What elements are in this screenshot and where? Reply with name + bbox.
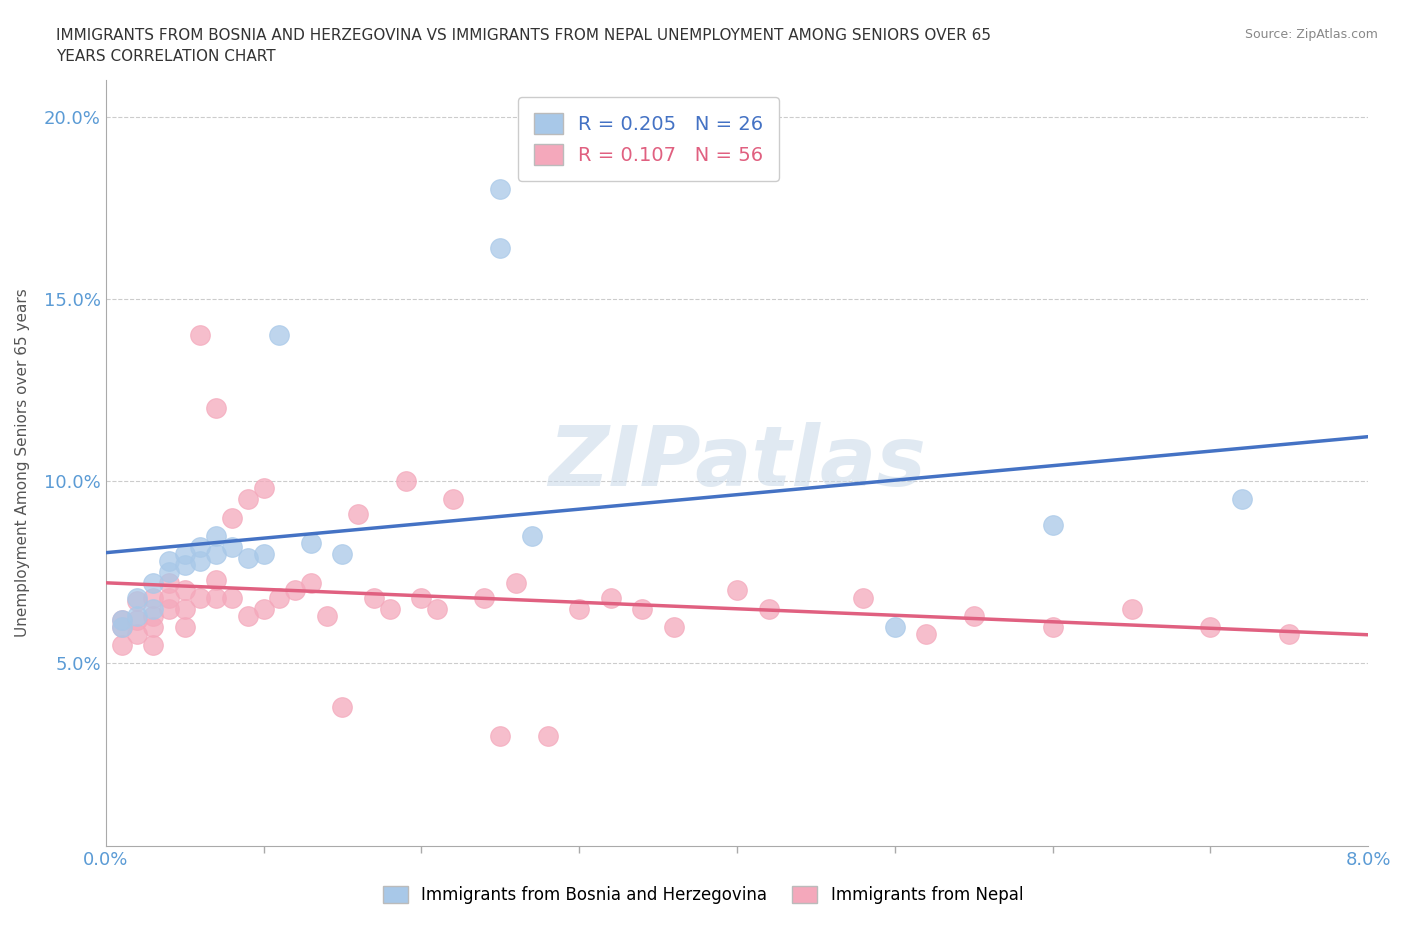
Point — [1278, 627, 1301, 642]
Point — [568, 602, 591, 617]
Legend: R = 0.205   N = 26, R = 0.107   N = 56: R = 0.205 N = 26, R = 0.107 N = 56 — [519, 98, 779, 180]
Point — [631, 602, 654, 617]
Point — [236, 551, 259, 565]
Point — [142, 638, 165, 653]
Point — [332, 699, 354, 714]
Point — [127, 608, 149, 623]
Point — [252, 602, 274, 617]
Point — [299, 536, 322, 551]
Point — [205, 572, 228, 587]
Point — [284, 583, 307, 598]
Point — [205, 547, 228, 562]
Point — [142, 591, 165, 605]
Point — [505, 576, 527, 591]
Text: ZIPatlas: ZIPatlas — [548, 422, 927, 503]
Point — [221, 539, 243, 554]
Point — [236, 608, 259, 623]
Point — [963, 608, 986, 623]
Point — [315, 608, 337, 623]
Point — [269, 328, 291, 343]
Point — [157, 554, 180, 569]
Point — [474, 591, 496, 605]
Point — [110, 619, 132, 634]
Point — [758, 602, 780, 617]
Point — [252, 481, 274, 496]
Point — [110, 612, 132, 627]
Point — [173, 619, 195, 634]
Point — [110, 612, 132, 627]
Point — [173, 557, 195, 572]
Point — [142, 602, 165, 617]
Point — [441, 492, 464, 507]
Point — [236, 492, 259, 507]
Point — [394, 473, 416, 488]
Point — [1121, 602, 1143, 617]
Point — [142, 576, 165, 591]
Point — [205, 401, 228, 416]
Point — [127, 594, 149, 609]
Point — [520, 528, 543, 543]
Point — [157, 565, 180, 579]
Point — [173, 583, 195, 598]
Point — [190, 554, 212, 569]
Point — [190, 539, 212, 554]
Point — [221, 511, 243, 525]
Point — [110, 619, 132, 634]
Point — [205, 528, 228, 543]
Point — [725, 583, 748, 598]
Point — [190, 328, 212, 343]
Point — [599, 591, 621, 605]
Point — [173, 602, 195, 617]
Point — [852, 591, 875, 605]
Point — [426, 602, 449, 617]
Point — [173, 547, 195, 562]
Point — [221, 591, 243, 605]
Point — [332, 547, 354, 562]
Point — [269, 591, 291, 605]
Point — [157, 576, 180, 591]
Point — [157, 591, 180, 605]
Point — [299, 576, 322, 591]
Point — [363, 591, 385, 605]
Text: IMMIGRANTS FROM BOSNIA AND HERZEGOVINA VS IMMIGRANTS FROM NEPAL UNEMPLOYMENT AMO: IMMIGRANTS FROM BOSNIA AND HERZEGOVINA V… — [56, 28, 991, 64]
Point — [252, 547, 274, 562]
Point — [883, 619, 905, 634]
Point — [127, 627, 149, 642]
Point — [536, 729, 558, 744]
Legend: Immigrants from Bosnia and Herzegovina, Immigrants from Nepal: Immigrants from Bosnia and Herzegovina, … — [374, 878, 1032, 912]
Point — [157, 602, 180, 617]
Point — [142, 608, 165, 623]
Point — [1042, 517, 1064, 532]
Point — [411, 591, 433, 605]
Point — [142, 619, 165, 634]
Point — [489, 182, 512, 197]
Point — [915, 627, 938, 642]
Point — [662, 619, 685, 634]
Point — [489, 729, 512, 744]
Point — [378, 602, 401, 617]
Y-axis label: Unemployment Among Seniors over 65 years: Unemployment Among Seniors over 65 years — [15, 288, 30, 637]
Point — [347, 507, 370, 522]
Point — [1230, 492, 1253, 507]
Point — [110, 638, 132, 653]
Point — [205, 591, 228, 605]
Point — [1042, 619, 1064, 634]
Point — [127, 591, 149, 605]
Point — [127, 612, 149, 627]
Point — [190, 591, 212, 605]
Point — [489, 240, 512, 255]
Point — [1199, 619, 1222, 634]
Text: Source: ZipAtlas.com: Source: ZipAtlas.com — [1244, 28, 1378, 41]
